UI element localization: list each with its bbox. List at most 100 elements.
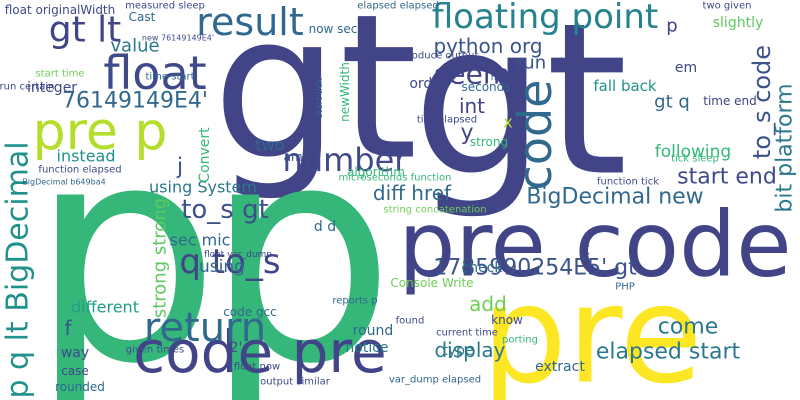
word: produce output (402, 51, 479, 62)
word: bit platform (773, 83, 798, 212)
word: diff href (373, 181, 452, 205)
word: found (396, 316, 425, 327)
word: float originalWidth (5, 3, 116, 17)
word: given times (126, 345, 185, 356)
word: tick elapsed (417, 115, 477, 126)
word: case (61, 364, 89, 378)
word: Console Write (390, 276, 473, 290)
word: p (666, 16, 677, 37)
word: q to_s (179, 242, 280, 282)
word: start end (677, 165, 777, 190)
word: strong strong (150, 198, 171, 318)
word: output similar (260, 377, 331, 388)
word: BigDecimal b649ba4 (22, 178, 105, 187)
word: code (508, 80, 562, 191)
word: float (103, 46, 206, 100)
word: round (353, 323, 394, 339)
word: porting (502, 335, 538, 346)
word: result (196, 0, 304, 44)
word: start tick (315, 77, 325, 118)
word: 76149149E4' (62, 89, 208, 114)
word: PHP (615, 282, 635, 293)
word: to_s code (748, 45, 776, 159)
word: int (459, 94, 485, 118)
word: float now (234, 362, 280, 373)
word: sec mic (170, 231, 231, 250)
word: add (469, 292, 507, 316)
word: pre p (33, 102, 168, 162)
word: two (255, 136, 284, 155)
word: rounded (55, 380, 105, 394)
word: extract (535, 359, 585, 375)
word: string concatenation (383, 205, 486, 216)
word: value (110, 36, 159, 57)
word: algorithm (347, 165, 405, 179)
word: BigDecimal new (526, 185, 703, 210)
word: current time (436, 328, 498, 339)
word: var_dump elapsed (389, 375, 481, 386)
word: amp (284, 150, 311, 164)
word: type (442, 343, 473, 359)
word: instead (57, 147, 116, 166)
word: gt lt (49, 10, 122, 51)
word: come (658, 315, 719, 340)
word: slightly (713, 15, 764, 31)
word: Convert (197, 127, 213, 183)
word: seem (434, 58, 510, 91)
word: strong (470, 135, 508, 149)
word: new 76149149E4' (142, 34, 214, 43)
word: gt (212, 0, 417, 205)
word: p (30, 81, 220, 400)
word: y (460, 121, 473, 146)
word: order (409, 76, 447, 92)
word: code gcc (223, 305, 277, 319)
word: check (462, 260, 504, 276)
word: f (64, 316, 72, 340)
word: number (283, 141, 409, 179)
word: seconds (461, 80, 510, 94)
word: elapsed elapsed (357, 1, 438, 12)
word: 1785990254E5' gt (433, 256, 637, 281)
word: python org (433, 34, 542, 58)
word: function tick (597, 177, 659, 188)
word: to_s gt (181, 195, 269, 225)
word: p q lt BigDecimal (1, 141, 36, 398)
word: reports p (332, 296, 377, 307)
word: way (61, 345, 89, 361)
word: j (176, 155, 183, 180)
word: notice (345, 340, 388, 356)
word: pre code (398, 193, 791, 298)
word: gt q (654, 92, 690, 113)
word: C (580, 243, 590, 259)
word: time start (145, 72, 194, 83)
word: time end (703, 94, 757, 108)
word: float var_dump (204, 250, 272, 260)
word: code pre (133, 318, 386, 386)
word: using System (149, 178, 257, 197)
word: microseconds function (339, 173, 452, 184)
word: gt (412, 0, 628, 223)
word: return (144, 305, 266, 351)
word: run certain (0, 82, 54, 93)
word: need (491, 73, 514, 83)
word: x (503, 113, 512, 132)
word: two given (703, 1, 752, 12)
word: integer (27, 80, 77, 96)
word: pre (481, 257, 702, 400)
word: elapsed start (596, 340, 741, 365)
word: start time (35, 69, 84, 80)
word: newWidth (338, 62, 352, 122)
word: now sec (309, 22, 358, 36)
word: em (675, 60, 697, 76)
word: using (199, 257, 245, 277)
word: Cast (129, 10, 156, 24)
word: display (434, 338, 505, 362)
word: p (205, 81, 395, 400)
word: function elapsed (38, 165, 121, 176)
word: 2' (230, 340, 243, 356)
word: tick sleep (671, 154, 719, 165)
word: floating point (432, 0, 658, 37)
word: measured sleep (125, 1, 205, 12)
